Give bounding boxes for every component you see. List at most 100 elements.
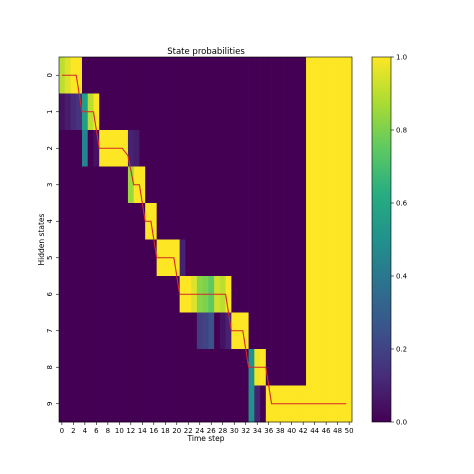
heatmap-cell — [208, 130, 215, 167]
heatmap-cell — [265, 93, 272, 131]
heatmap-cell — [70, 385, 77, 423]
heatmap-cell — [185, 130, 192, 167]
heatmap-cell — [122, 276, 129, 313]
heatmap-cell — [334, 349, 341, 386]
heatmap-cell — [237, 349, 244, 386]
x-tick-label: 6 — [94, 427, 99, 435]
heatmap-cell — [219, 203, 226, 240]
heatmap-cell — [317, 349, 324, 386]
heatmap-cell — [231, 203, 238, 240]
heatmap-cell — [340, 93, 347, 131]
heatmap-cell — [139, 130, 146, 167]
heatmap-cell — [283, 93, 290, 131]
heatmap-cell — [70, 130, 77, 167]
heatmap-cell — [254, 93, 261, 131]
heatmap-cell — [294, 276, 301, 313]
heatmap-cell — [346, 166, 353, 204]
heatmap-cell — [231, 93, 238, 131]
colorbar-tick-label: 0.6 — [396, 200, 408, 208]
heatmap-cell — [179, 239, 186, 277]
heatmap-cell — [300, 57, 307, 94]
heatmap-cell — [231, 239, 238, 277]
heatmap-cell — [254, 130, 261, 167]
heatmap-cell — [150, 130, 158, 167]
heatmap-cell — [70, 93, 77, 131]
colorbar-ticks: 0.0 0.2 0.4 0.6 0.8 1.0 — [391, 54, 408, 427]
heatmap-cell — [162, 349, 169, 386]
heatmap-cell — [196, 130, 203, 167]
heatmap-cell — [173, 93, 180, 131]
heatmap-cell — [179, 203, 186, 240]
heatmap-cell — [99, 239, 106, 277]
heatmap-cell — [277, 239, 284, 277]
heatmap-cell — [340, 312, 347, 350]
heatmap-cell — [219, 130, 226, 167]
heatmap-cell — [110, 276, 117, 313]
heatmap-cell — [329, 57, 336, 94]
heatmap-cell — [208, 385, 215, 423]
heatmap-cell — [288, 349, 295, 386]
heatmap-cell — [283, 166, 290, 204]
heatmap-cell — [162, 93, 169, 131]
colorbar-tick-label: 0.2 — [396, 346, 407, 354]
heatmap-cell — [191, 385, 198, 423]
heatmap-cell — [185, 57, 192, 94]
heatmap-cell — [173, 130, 180, 167]
heatmap-cell — [265, 349, 272, 386]
x-tick-label: 8 — [106, 427, 110, 435]
heatmap-cell — [81, 349, 89, 386]
heatmap-cell — [300, 203, 307, 240]
heatmap-cell — [317, 93, 324, 131]
colorbar-frame — [371, 56, 392, 423]
heatmap-cell — [242, 385, 249, 423]
x-tick-label: 12 — [126, 427, 135, 435]
heatmap-cell — [76, 130, 83, 167]
heatmap-cell — [87, 276, 94, 313]
heatmap-cell — [139, 203, 146, 240]
heatmap-cell — [208, 57, 215, 94]
heatmap-cell — [76, 166, 83, 204]
heatmap-cell — [283, 57, 290, 94]
heatmap-cell — [277, 203, 284, 240]
heatmap-cell — [59, 385, 66, 423]
heatmap-cell — [99, 57, 106, 94]
heatmap-cell — [185, 203, 192, 240]
heatmap-cell — [323, 57, 330, 94]
heatmap-cell — [306, 276, 313, 313]
heatmap-cell — [288, 57, 295, 94]
heatmap-cell — [294, 93, 301, 131]
heatmap-cell — [104, 57, 112, 94]
x-tick-label: 34 — [253, 427, 262, 435]
heatmap-cell — [99, 312, 106, 350]
heatmap-cell — [288, 93, 295, 131]
heatmap-cell — [260, 166, 267, 204]
heatmap-cell — [127, 57, 135, 94]
heatmap-cell — [93, 57, 100, 94]
heatmap-cell — [306, 312, 313, 350]
x-tick-label: 2 — [71, 427, 75, 435]
heatmap-cell — [323, 203, 330, 240]
heatmap-cell — [346, 130, 353, 167]
heatmap-cell — [196, 349, 203, 386]
heatmap-cell — [311, 349, 318, 386]
heatmap-cell — [116, 203, 123, 240]
heatmap-cell — [208, 312, 215, 350]
heatmap-cell — [133, 349, 140, 386]
heatmap-cell — [122, 239, 129, 277]
heatmap-cell — [156, 130, 163, 167]
heatmap-cell — [237, 93, 244, 131]
heatmap-cell — [214, 349, 221, 386]
heatmap-cell — [127, 203, 135, 240]
heatmap-cell — [248, 385, 255, 423]
y-tick-label: 1 — [46, 110, 54, 114]
heatmap-cell — [76, 57, 83, 94]
heatmap-cell — [59, 203, 66, 240]
heatmap-cell — [340, 130, 347, 167]
x-tick-label: 4 — [83, 427, 88, 435]
heatmap-cell — [237, 385, 244, 423]
heatmap-cell — [93, 385, 100, 423]
heatmap-cell — [260, 239, 267, 277]
heatmap-cell — [323, 312, 330, 350]
heatmap-cell — [323, 130, 330, 167]
